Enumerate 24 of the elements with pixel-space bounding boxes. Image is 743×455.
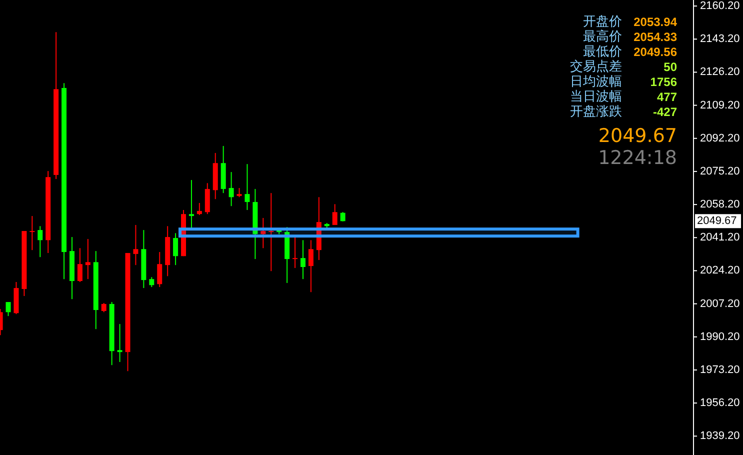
annotation: 开盘价 2053.94: [583, 14, 678, 30]
y-tick-label: 1990.20: [700, 330, 740, 343]
y-tick-label: 2092.20: [700, 132, 740, 144]
y-tick-label: 2058.20: [700, 198, 740, 211]
y-tick-label: 2143.20: [700, 33, 740, 46]
annotation: 2049.67: [598, 125, 677, 147]
y-tick-label: 1973.20: [700, 364, 740, 376]
annotation: 1224:18: [598, 147, 677, 169]
y-tick-label: 2041.20: [700, 232, 740, 244]
y-tick-label: 1956.20: [700, 397, 740, 410]
y-tick-label: 2024.20: [700, 264, 740, 277]
text: 当日波幅 477: [570, 90, 677, 104]
text: 日均波幅 1756: [570, 74, 677, 90]
y-tick-label: 2160.20: [700, 0, 740, 12]
y-tick-label: 1939.20: [700, 430, 740, 442]
text: 交易点差 50: [570, 60, 677, 74]
y-tick-label: 2075.20: [700, 165, 740, 178]
annotation: 最高价 2054.33: [583, 28, 678, 44]
annotation: 最低价 2049.56: [583, 44, 678, 60]
y-tick-label: 2007.20: [700, 298, 740, 310]
text: 开盘涨跌 -427: [570, 104, 677, 120]
y-tick-label: 2109.20: [700, 99, 740, 112]
y-tick-label: 2126.20: [700, 66, 740, 78]
text: 2049.67: [697, 215, 737, 228]
